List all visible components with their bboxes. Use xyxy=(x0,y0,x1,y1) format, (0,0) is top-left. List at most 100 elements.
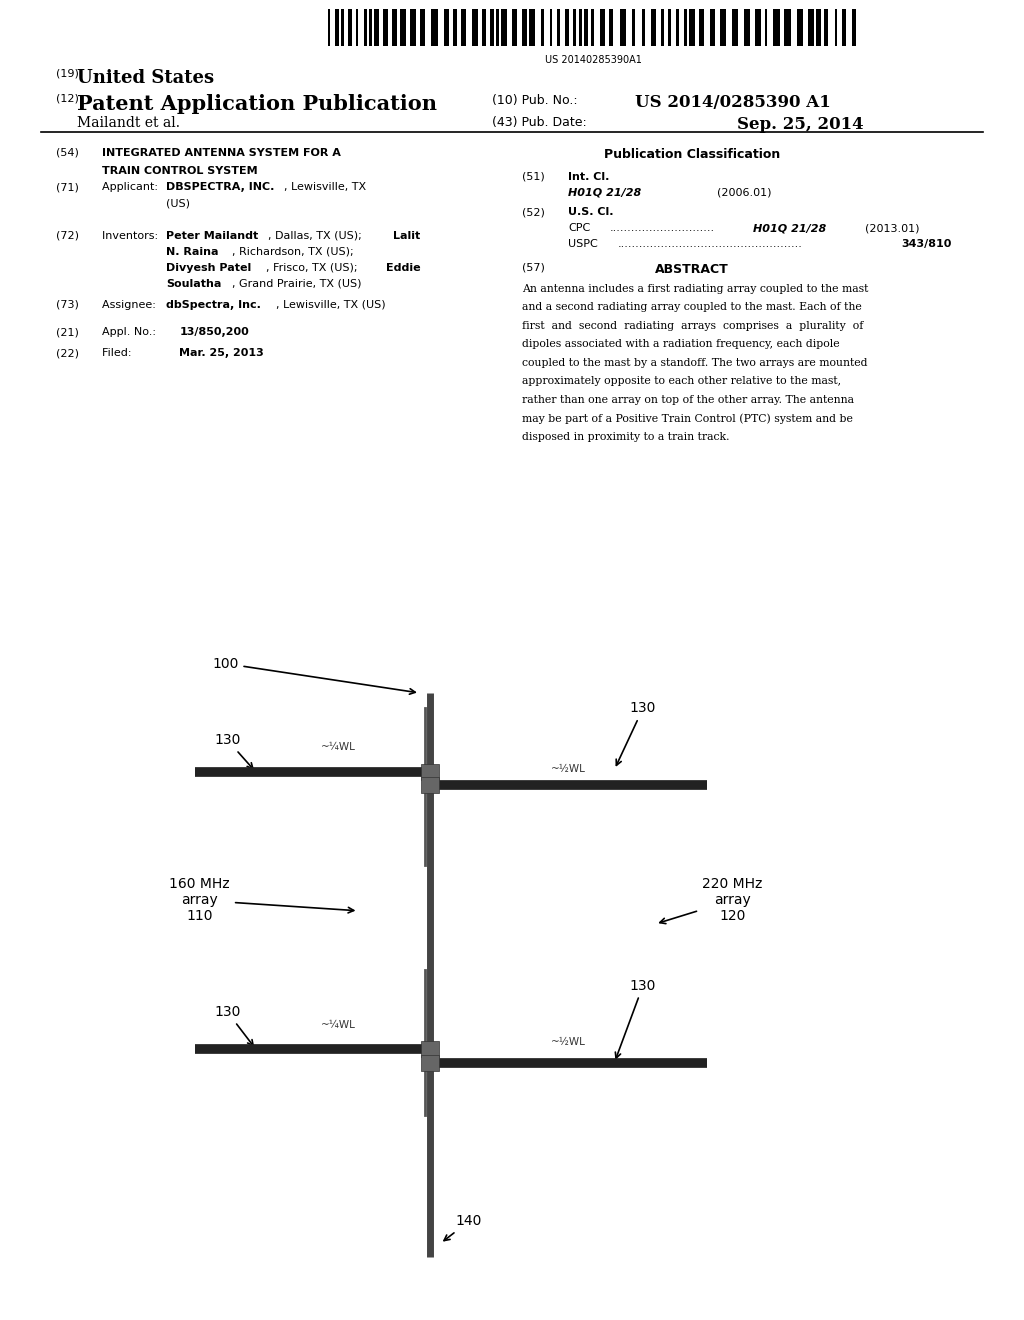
Bar xyxy=(676,9,679,46)
Bar xyxy=(835,9,837,46)
Bar xyxy=(454,9,457,46)
Bar xyxy=(550,9,552,46)
Text: ~¼WL: ~¼WL xyxy=(321,742,355,752)
Text: (US): (US) xyxy=(166,198,189,209)
Text: Mar. 25, 2013: Mar. 25, 2013 xyxy=(179,348,264,359)
Text: Peter Mailandt: Peter Mailandt xyxy=(166,231,258,242)
Text: (10) Pub. No.:: (10) Pub. No.: xyxy=(492,94,578,107)
Bar xyxy=(497,9,499,46)
Text: , Lewisville, TX: , Lewisville, TX xyxy=(284,182,366,193)
Bar xyxy=(557,9,560,46)
Bar xyxy=(852,9,856,46)
Text: ~½WL: ~½WL xyxy=(551,1036,586,1047)
Bar xyxy=(431,9,437,46)
Text: 130: 130 xyxy=(615,978,656,1059)
Text: Sep. 25, 2014: Sep. 25, 2014 xyxy=(737,116,864,133)
Text: ~½WL: ~½WL xyxy=(551,763,586,774)
Text: TRAIN CONTROL SYSTEM: TRAIN CONTROL SYSTEM xyxy=(102,166,258,177)
Text: 220 MHz
array
120: 220 MHz array 120 xyxy=(659,876,762,924)
Text: (43) Pub. Date:: (43) Pub. Date: xyxy=(492,116,587,129)
Text: H01Q 21/28: H01Q 21/28 xyxy=(753,223,826,234)
Text: Patent Application Publication: Patent Application Publication xyxy=(77,94,437,114)
Bar xyxy=(684,9,687,46)
Bar xyxy=(383,9,387,46)
Bar xyxy=(341,9,344,46)
Bar xyxy=(600,9,605,46)
Bar xyxy=(564,9,569,46)
Bar xyxy=(773,9,779,46)
Text: Filed:: Filed: xyxy=(102,348,157,359)
Bar xyxy=(592,9,594,46)
Text: Lalit: Lalit xyxy=(393,231,421,242)
Text: N. Raina: N. Raina xyxy=(166,247,218,257)
Bar xyxy=(808,9,814,46)
Bar xyxy=(421,1041,439,1057)
Bar xyxy=(699,9,703,46)
Bar xyxy=(501,9,507,46)
Bar xyxy=(710,9,715,46)
Text: Publication Classification: Publication Classification xyxy=(604,148,780,161)
Text: Assignee:: Assignee: xyxy=(102,300,160,310)
Text: CPC: CPC xyxy=(568,223,591,234)
Text: 160 MHz
array
110: 160 MHz array 110 xyxy=(169,876,353,924)
Bar xyxy=(374,9,379,46)
Bar xyxy=(651,9,656,46)
Bar xyxy=(392,9,397,46)
Text: 130: 130 xyxy=(214,733,253,768)
Bar xyxy=(608,9,613,46)
Bar xyxy=(355,9,358,46)
Bar xyxy=(443,9,449,46)
Bar xyxy=(620,9,626,46)
Text: and a second radiating array coupled to the mast. Each of the: and a second radiating array coupled to … xyxy=(522,302,862,313)
Bar xyxy=(328,9,330,46)
Bar xyxy=(755,9,761,46)
Text: , Frisco, TX (US);: , Frisco, TX (US); xyxy=(266,263,361,273)
Bar xyxy=(842,9,846,46)
Bar xyxy=(542,9,544,46)
Bar xyxy=(421,764,439,780)
Text: first  and  second  radiating  arrays  comprises  a  plurality  of: first and second radiating arrays compri… xyxy=(522,321,863,331)
Text: (52): (52) xyxy=(522,207,545,218)
Text: US 2014/0285390 A1: US 2014/0285390 A1 xyxy=(635,94,830,111)
Bar xyxy=(421,777,439,793)
Bar xyxy=(784,9,791,46)
Bar xyxy=(669,9,671,46)
Bar xyxy=(642,9,645,46)
Text: Mailandt et al.: Mailandt et al. xyxy=(77,116,180,131)
Text: Divyesh Patel: Divyesh Patel xyxy=(166,263,251,273)
Bar xyxy=(348,9,352,46)
Bar xyxy=(399,9,406,46)
Bar xyxy=(632,9,636,46)
Bar xyxy=(573,9,575,46)
Text: H01Q 21/28: H01Q 21/28 xyxy=(568,187,642,198)
Bar xyxy=(744,9,751,46)
Bar xyxy=(720,9,726,46)
Text: (19): (19) xyxy=(56,69,79,79)
Text: disposed in proximity to a train track.: disposed in proximity to a train track. xyxy=(522,432,730,442)
Bar xyxy=(584,9,588,46)
Bar xyxy=(823,9,828,46)
Text: , Grand Prairie, TX (US): , Grand Prairie, TX (US) xyxy=(232,279,361,289)
Text: Int. Cl.: Int. Cl. xyxy=(568,172,609,182)
Text: U.S. Cl.: U.S. Cl. xyxy=(568,207,613,218)
Text: (57): (57) xyxy=(522,263,545,273)
Text: (21): (21) xyxy=(56,327,79,338)
Bar xyxy=(512,9,517,46)
Text: Inventors:: Inventors: xyxy=(102,231,162,242)
Text: (51): (51) xyxy=(522,172,545,182)
Bar xyxy=(765,9,767,46)
Text: (2013.01): (2013.01) xyxy=(865,223,920,234)
Text: (71): (71) xyxy=(56,182,79,193)
Text: 343/810: 343/810 xyxy=(901,239,951,249)
Text: US 20140285390A1: US 20140285390A1 xyxy=(546,55,642,66)
Text: (2006.01): (2006.01) xyxy=(717,187,771,198)
Text: Soulatha: Soulatha xyxy=(166,279,221,289)
Bar xyxy=(797,9,803,46)
Text: (54): (54) xyxy=(56,148,79,158)
Text: (12): (12) xyxy=(56,94,79,104)
Bar xyxy=(370,9,372,46)
Text: dbSpectra, Inc.: dbSpectra, Inc. xyxy=(166,300,261,310)
Text: ~¼WL: ~¼WL xyxy=(321,1019,355,1030)
Text: An antenna includes a first radiating array coupled to the mast: An antenna includes a first radiating ar… xyxy=(522,284,868,294)
Text: INTEGRATED ANTENNA SYSTEM FOR A: INTEGRATED ANTENNA SYSTEM FOR A xyxy=(102,148,341,158)
